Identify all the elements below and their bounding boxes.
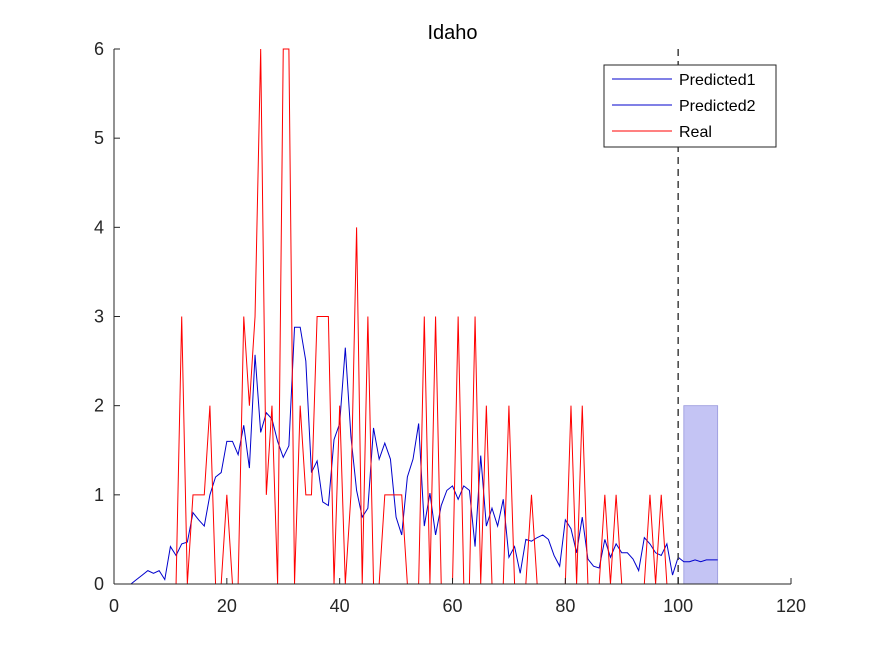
x-tick-label: 60 <box>442 596 462 616</box>
legend-label-real: Real <box>679 124 712 141</box>
prediction-band <box>684 406 718 584</box>
legend-label-predicted2: Predicted2 <box>679 98 756 115</box>
y-tick-label: 2 <box>94 396 104 416</box>
x-tick-label: 40 <box>330 596 350 616</box>
x-tick-label: 80 <box>555 596 575 616</box>
legend: Predicted1 Predicted2 Real <box>604 65 776 147</box>
x-tick-label: 0 <box>109 596 119 616</box>
chart-title: Idaho <box>427 22 477 44</box>
y-tick-label: 0 <box>94 574 104 594</box>
y-ticks: 0 1 2 3 4 5 6 <box>94 39 120 594</box>
y-tick-label: 1 <box>94 485 104 505</box>
x-tick-label: 100 <box>663 596 693 616</box>
y-tick-label: 6 <box>94 39 104 59</box>
series-line-predicted1 <box>125 327 678 584</box>
y-tick-label: 5 <box>94 128 104 148</box>
legend-label-predicted1: Predicted1 <box>679 72 756 89</box>
y-tick-label: 3 <box>94 307 104 327</box>
prediction-band-layer <box>684 406 718 584</box>
x-tick-label: 120 <box>776 596 806 616</box>
x-tick-label: 20 <box>217 596 237 616</box>
y-tick-label: 4 <box>94 217 104 237</box>
